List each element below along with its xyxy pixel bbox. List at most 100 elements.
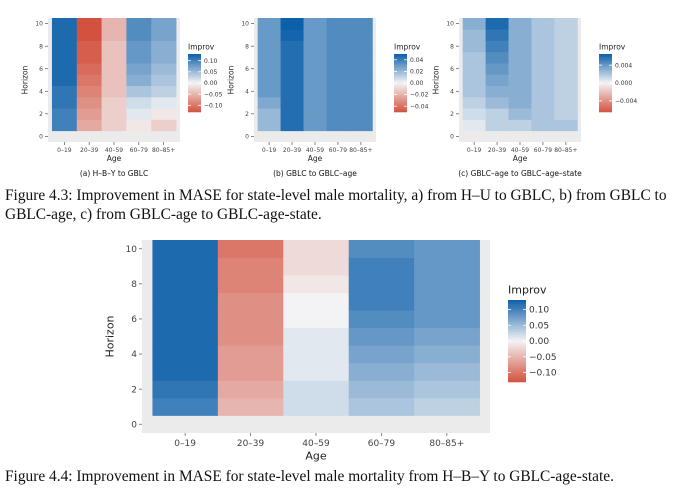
heatmap-tile [151,96,177,109]
legend-gradient-step [394,74,407,77]
heatmap-tile [349,51,373,64]
legend-gradient-step [394,78,407,81]
y-tick-label: 10 [241,21,249,28]
y-tick-label: 4 [131,350,137,360]
heatmap-tile [349,74,373,87]
legend-gradient-step [394,54,407,56]
heatmap-tile [257,119,281,132]
heatmap-tile [101,29,127,41]
legend-gradient-step [508,312,526,315]
legend-gradient-step [599,74,612,77]
heatmap-tile [76,29,102,41]
heatmap-tile [151,51,177,64]
heatmap-tile [348,257,415,276]
legend-title: Improv [394,43,421,52]
heatmap-tile [303,18,327,30]
heatmap-tile [283,397,350,416]
heatmap-tile [508,51,532,64]
legend-gradient-step [508,377,526,381]
y-axis-title: Horizon [431,65,440,94]
legend-gradient-step [508,332,526,336]
heatmap-tile [151,18,177,30]
heatmap-tile [554,108,578,120]
heatmap-tile [326,96,350,109]
heatmap-tile [283,257,350,276]
heatmap-tile [414,327,480,346]
heatmap-tile [531,74,555,87]
heatmap-tile [462,119,486,132]
x-tick-label: 40–59 [511,147,529,154]
y-tick-label: 10 [126,245,138,255]
heatmap-tile [349,18,373,30]
heatmap-tile [76,108,102,120]
legend-gradient-step [508,320,526,323]
heatmap-tile [554,63,578,75]
legend-gradient-step [599,94,612,97]
legend-gradient-step [599,110,612,113]
legend-gradient-step [599,64,612,66]
heatmap-tile [462,51,486,64]
heatmap-tile [531,63,555,75]
heatmap-tile [151,119,177,132]
heatmap-tile [257,74,281,87]
heatmap-tile [554,74,578,87]
heatmap-tile [126,108,152,120]
legend-gradient-step [188,100,201,103]
heatmap-tile [348,292,415,311]
heatmap-tile [485,74,509,87]
legend-gradient-step [599,54,612,56]
y-tick-label: 6 [131,315,137,325]
x-tick-label: 60–79 [329,147,347,154]
legend-gradient-step [394,83,407,85]
legend-gradient-step [508,310,526,313]
heatmap-tile [151,29,177,41]
legend-gradient-step [599,71,612,74]
legend-label: −0.10 [529,369,557,379]
legend-gradient-step [508,322,526,325]
x-axis-title: Age [513,154,528,163]
heatmap-tile [485,51,509,64]
legend-gradient-step [188,69,201,72]
legend-label: 0.00 [529,337,549,347]
heatmap-tile [151,85,177,98]
legend-gradient-step [188,104,201,107]
legend-gradient-step [599,65,612,68]
heatmap-tile [151,74,177,87]
heatmap-tile [101,51,127,64]
legend-gradient-step [188,103,201,106]
heatmap-tile [414,310,480,329]
legend-gradient-step [188,97,201,100]
heatmap-tile [76,40,102,53]
legend-label: 0.02 [410,69,424,76]
heatmap-tile [51,74,78,87]
legend-gradient-step [188,101,201,104]
legend-gradient-step [508,365,526,368]
heatmap-tile [126,51,152,64]
heatmap-tile [508,96,532,109]
heatmap-tile [101,74,127,87]
legend-gradient-step [599,103,612,106]
heatmap-tile [217,257,284,276]
heatmap-tile [462,29,486,41]
legend-gradient-step [599,90,612,92]
x-tick-label: 20–39 [283,147,301,154]
heatmap-tile [531,18,555,30]
legend-title: Improv [599,43,626,52]
heatmap-tile [326,119,350,132]
legend-gradient-step [188,59,201,62]
heatmap-tile [326,40,350,53]
legend-gradient-step [508,369,526,373]
heatmap-tile [217,292,284,311]
y-axis-title: Horizon [104,315,117,357]
legend-gradient-step [394,84,407,87]
heatmap-tile [462,96,486,109]
heatmap-tile [280,40,304,53]
legend-gradient-step [599,91,612,94]
heatmap-tile [126,96,152,109]
heatmap-tile [152,257,219,276]
heatmap-panel-1: 0 2 4 6 8 10 0–19 20–39 40–59 60–79 80–85+ Age Horiz… [20,18,223,178]
heatmap-tile [76,119,102,132]
heatmap-tile [257,96,281,109]
heatmap-tile [101,119,127,132]
